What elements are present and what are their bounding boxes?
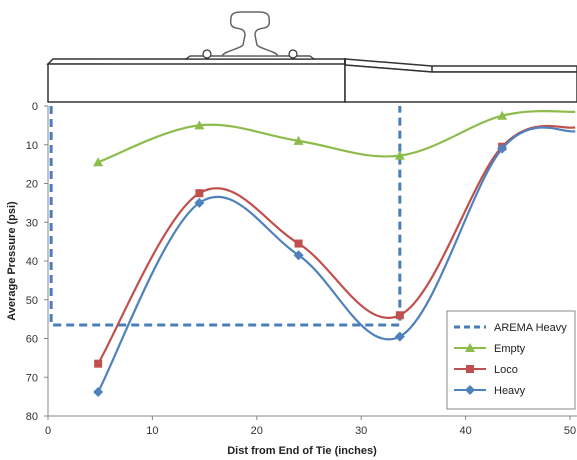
data-point-loco (395, 311, 404, 320)
data-point-heavy (194, 197, 205, 208)
series-line-arema-heavy (49, 106, 402, 327)
y-tick-label: 60 (26, 334, 38, 346)
y-tick-label: 20 (26, 179, 38, 191)
tie-tapered-body (344, 64, 577, 103)
data-point-empty (293, 135, 304, 145)
x-tick-label: 50 (564, 425, 576, 437)
x-tick-label: 30 (355, 425, 367, 437)
legend: AREMA Heavy Empty Loco Heavy (446, 310, 576, 410)
data-point-empty (497, 110, 508, 120)
y-tick-label: 80 (26, 411, 38, 423)
data-point-heavy (293, 250, 304, 261)
legend-marker-loco (466, 365, 474, 373)
data-point-loco (94, 359, 103, 368)
x-tick-label: 10 (146, 425, 158, 437)
tie-body (47, 63, 346, 103)
tie-plate-spike-left (202, 49, 212, 59)
y-tick-label: 0 (32, 101, 38, 113)
data-point-loco (195, 189, 204, 198)
legend-label-loco: Loco (494, 364, 518, 376)
data-point-empty (194, 120, 205, 130)
x-tick-label: 40 (459, 425, 471, 437)
legend-marker-heavy (465, 385, 475, 395)
legend-label-empty: Empty (494, 343, 526, 355)
data-point-empty (394, 150, 405, 160)
y-tick-label: 70 (26, 372, 38, 384)
legend-marker-empty (465, 343, 475, 352)
y-tick-label: 50 (26, 295, 38, 307)
data-point-heavy (93, 386, 104, 397)
axis-ticks: 0 10 20 30 40 50 0 10 20 30 40 50 60 70 80 (26, 101, 576, 437)
data-point-empty (93, 157, 104, 167)
y-axis-title: Average Pressure (psi) (6, 201, 18, 321)
x-tick-label: 20 (251, 425, 263, 437)
legend-label-arema-heavy: AREMA Heavy (494, 322, 567, 334)
x-tick-label: 0 (45, 425, 51, 437)
data-point-loco (294, 239, 303, 248)
y-tick-label: 40 (26, 256, 38, 268)
y-tick-label: 10 (26, 140, 38, 152)
rail-profile (220, 11, 280, 57)
data-point-heavy (394, 331, 405, 342)
tie-rail-illustration (46, 11, 577, 103)
x-axis-title: Dist from End of Tie (inches) (227, 445, 377, 457)
tie-plate (184, 55, 316, 60)
y-tick-label: 30 (26, 217, 38, 229)
series-layer (49, 106, 576, 397)
tie-plate-spike-right (288, 49, 298, 59)
legend-label-heavy: Heavy (494, 385, 526, 397)
data-point-heavy (497, 143, 508, 154)
